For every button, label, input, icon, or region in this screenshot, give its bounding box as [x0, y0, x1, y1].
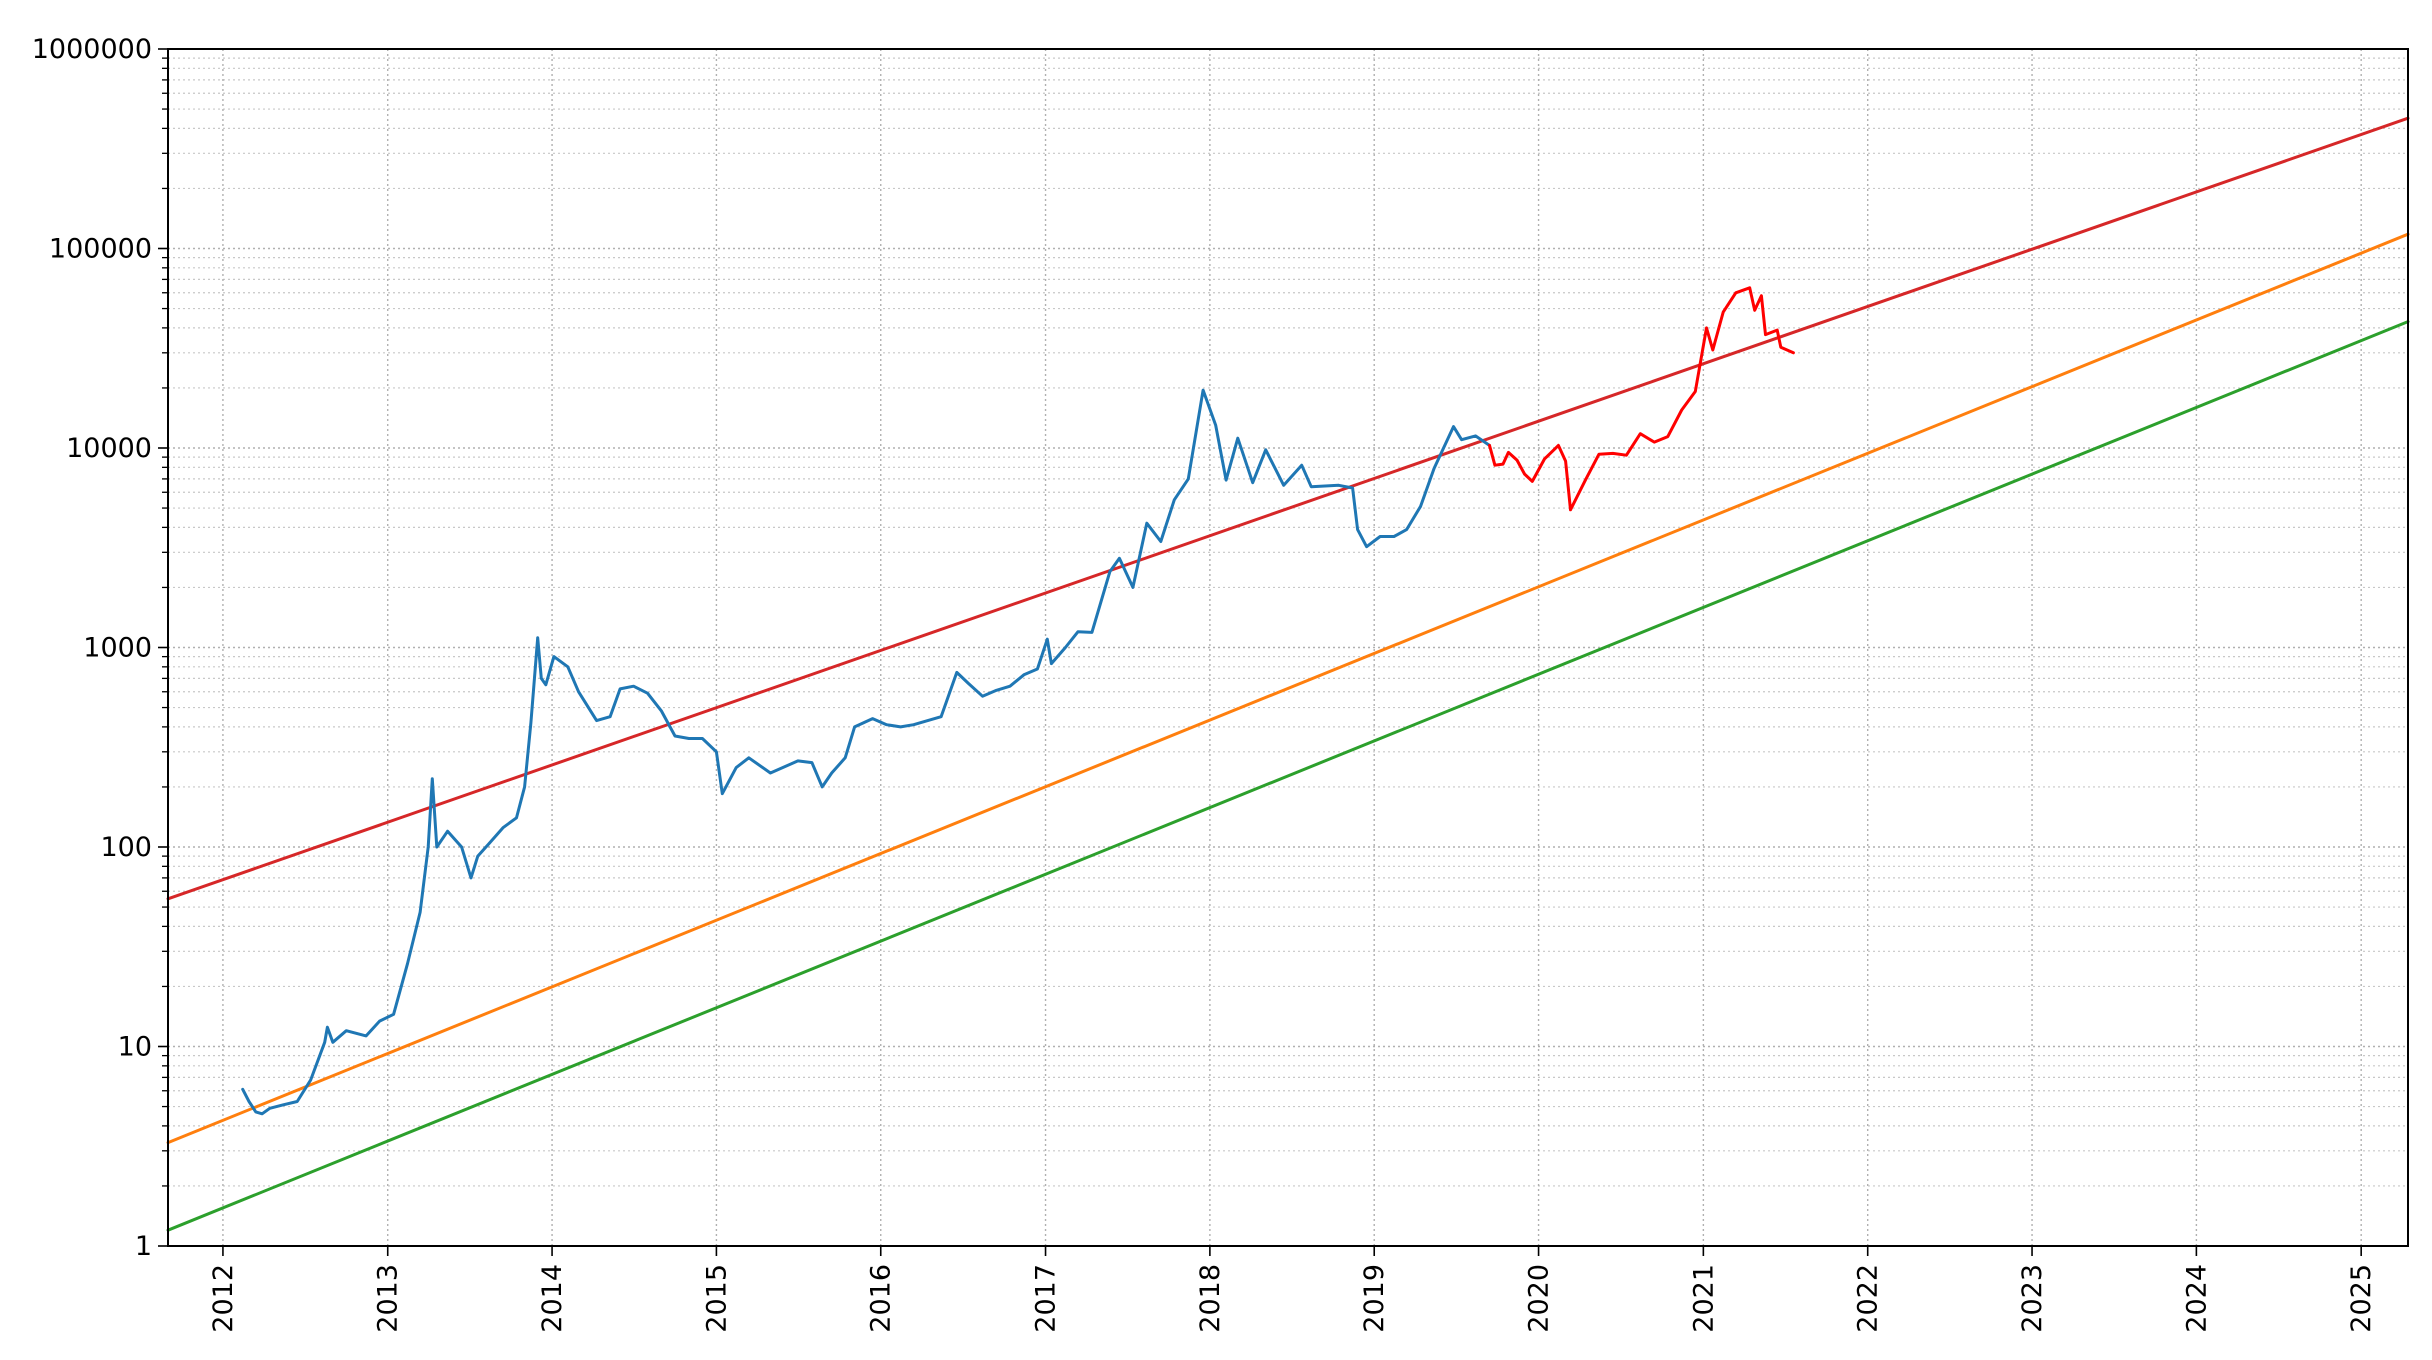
series-layer: [166, 116, 2410, 1232]
x-tick-label: 2014: [537, 1264, 568, 1333]
x-tick-label: 2017: [1031, 1264, 1062, 1333]
x-tick-label: 2018: [1195, 1264, 1226, 1333]
y-tick-label: 100000: [49, 234, 152, 265]
series-line-4: [241, 388, 1491, 1116]
series-line-1: [166, 116, 2410, 901]
x-tick-label: 2021: [1688, 1264, 1719, 1333]
y-tick-label: 100: [100, 832, 152, 863]
series-line-3: [166, 320, 2410, 1232]
series-line-5: [1488, 286, 1795, 512]
y-axis: 1 10 100 1000 10000 100000 1000000: [32, 34, 168, 1262]
y-tick-label: 10000: [66, 433, 152, 464]
y-tick-label: 1000000: [32, 34, 152, 65]
series-line-2: [166, 232, 2410, 1145]
x-tick-label: 2019: [1359, 1264, 1390, 1333]
y-tick-label: 10: [118, 1032, 152, 1063]
x-tick-label: 2023: [2017, 1264, 2048, 1333]
x-tick-label: 2020: [1524, 1264, 1555, 1333]
y-tick-label: 1: [135, 1231, 152, 1262]
minor-gridlines: [168, 57, 2408, 1187]
x-tick-label: 2013: [373, 1264, 404, 1333]
x-tick-label: 2024: [2181, 1264, 2212, 1333]
x-axis: 2012 2013 2014 2015 2016 2017 2018 2019 2020 2021…: [208, 1246, 2377, 1333]
x-tick-label: 2016: [866, 1264, 897, 1333]
y-tick-label: 1000: [83, 633, 152, 664]
x-tick-label: 2015: [701, 1264, 732, 1333]
x-tick-label: 2012: [208, 1264, 239, 1333]
x-tick-label: 2022: [1853, 1264, 1884, 1333]
x-tick-label: 2025: [2346, 1264, 2377, 1333]
